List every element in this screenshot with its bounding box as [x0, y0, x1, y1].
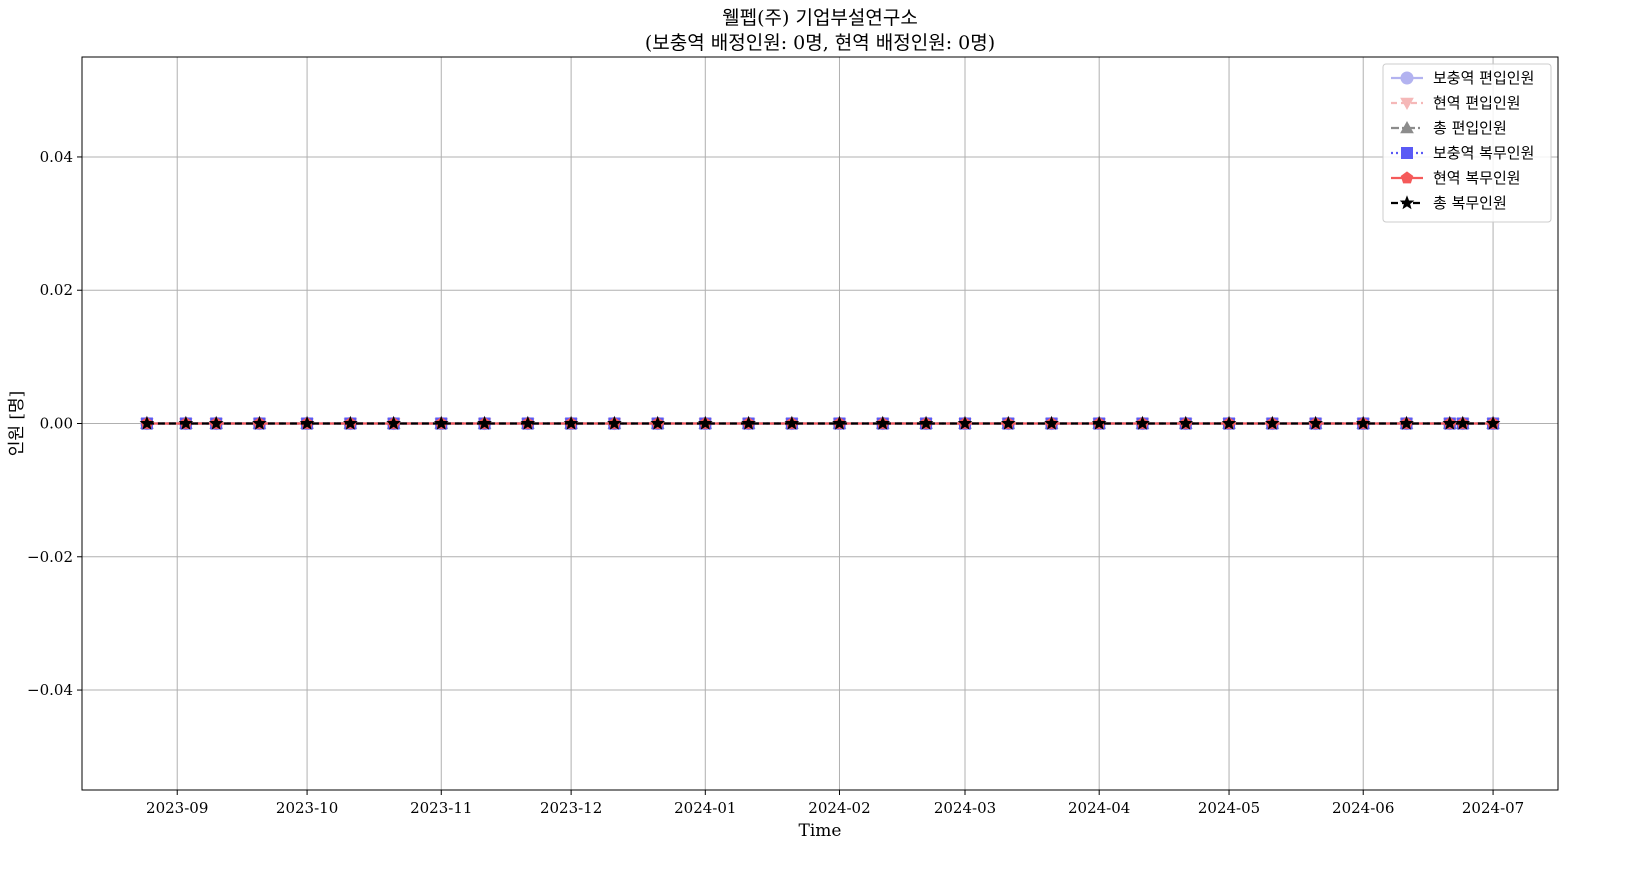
- y-tick-label: −0.04: [27, 681, 73, 699]
- data-point: [607, 415, 622, 430]
- x-tick-label: 2024-05: [1198, 799, 1260, 817]
- y-tick-label: 0.04: [40, 148, 73, 166]
- chart-title-line2: (보충역 배정인원: 0명, 현역 배정인원: 0명): [645, 32, 995, 54]
- legend-marker: [1401, 147, 1413, 159]
- y-tick-label: −0.02: [27, 548, 73, 566]
- data-point: [957, 415, 973, 430]
- data-point: [1399, 415, 1414, 430]
- data-point: [1221, 415, 1237, 430]
- legend-label: 현역 복무인원: [1433, 169, 1521, 187]
- x-tick-label: 2024-07: [1462, 799, 1524, 817]
- legend-marker: [1399, 195, 1415, 210]
- x-tick-label: 2024-01: [674, 799, 736, 817]
- legend-marker: [1400, 97, 1414, 111]
- data-point: [178, 415, 194, 430]
- legend-label: 총 복무인원: [1433, 194, 1507, 212]
- series-6: [139, 415, 1501, 430]
- data-point: [477, 415, 492, 430]
- x-tick-label: 2024-06: [1332, 799, 1394, 817]
- data-point: [252, 415, 267, 430]
- data-point: [1265, 415, 1280, 430]
- data-point: [1308, 415, 1323, 430]
- y-axis-label: 인원 [명]: [7, 391, 27, 457]
- x-tick-label: 2024-02: [808, 799, 870, 817]
- data-point: [208, 415, 224, 430]
- y-tick-label: 0.02: [40, 281, 73, 299]
- data-point: [875, 415, 891, 430]
- x-tick-label: 2023-10: [276, 799, 338, 817]
- data-point: [1044, 415, 1059, 430]
- data-point: [139, 415, 155, 430]
- legend-label: 보충역 복무인원: [1433, 144, 1534, 162]
- legend-label: 현역 편입인원: [1433, 94, 1521, 112]
- legend-label: 보충역 편입인원: [1433, 69, 1534, 87]
- x-tick-label: 2024-04: [1068, 799, 1130, 817]
- data-point: [650, 415, 665, 430]
- x-axis-label: Time: [799, 821, 842, 841]
- y-tick-label: 0.00: [40, 415, 73, 433]
- data-point: [299, 415, 315, 430]
- x-tick-label: 2023-11: [410, 799, 472, 817]
- x-tick-label: 2023-12: [540, 799, 602, 817]
- data-point: [832, 415, 847, 430]
- data-point: [1442, 415, 1458, 430]
- legend-marker: [1400, 120, 1414, 134]
- legend-marker: [1400, 71, 1414, 85]
- x-tick-label: 2023-09: [146, 799, 208, 817]
- data-point: [343, 415, 358, 430]
- data-point: [1485, 415, 1501, 430]
- y-axis: −0.04 −0.02 0.00 0.02 0.04: [27, 148, 82, 699]
- data-point: [1135, 415, 1150, 430]
- data-point: [1000, 415, 1016, 430]
- x-tick-label: 2024-03: [934, 799, 996, 817]
- legend-label: 총 편입인원: [1433, 119, 1507, 137]
- legend-box: [1382, 63, 1552, 223]
- x-axis: 2023-09 2023-10 2023-11 2023-12 2024-01 2024-…: [146, 790, 1524, 817]
- legend-marker: [1400, 171, 1414, 184]
- series-layer: [139, 415, 1501, 431]
- data-point: [741, 415, 756, 430]
- data-point: [1355, 415, 1371, 430]
- data-point: [563, 415, 579, 430]
- data-point: [918, 415, 934, 430]
- data-point: [433, 415, 449, 430]
- data-point: [1455, 415, 1471, 430]
- data-point: [1178, 415, 1194, 430]
- data-point: [520, 415, 536, 430]
- data-point: [386, 415, 401, 430]
- data-point: [1091, 415, 1107, 430]
- data-point: [784, 415, 800, 430]
- data-point: [697, 415, 713, 430]
- chart-title-line1: 웰펩(주) 기업부설연구소: [722, 7, 918, 29]
